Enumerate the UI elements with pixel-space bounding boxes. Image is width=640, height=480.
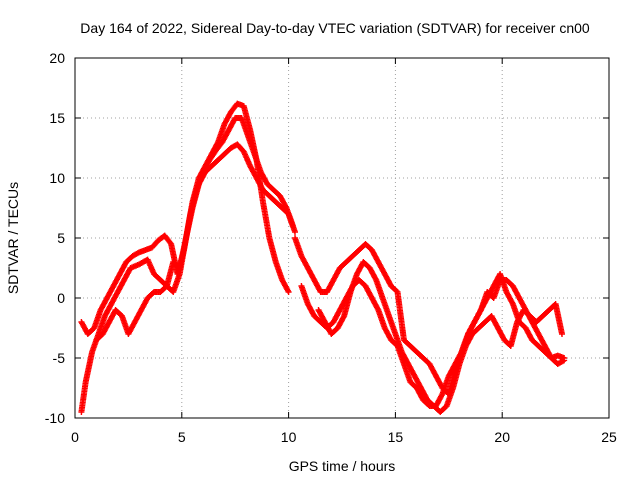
- x-tick-label: 15: [388, 429, 404, 445]
- y-tick-label: 10: [49, 170, 65, 186]
- y-axis-label: SDTVAR / TECUs: [5, 182, 21, 294]
- series-track-a: [78, 100, 292, 415]
- x-tick-label: 10: [281, 429, 297, 445]
- axis-ticks: [74, 57, 610, 419]
- x-tick-labels: 0 5 10 15 20 25: [71, 429, 617, 445]
- series-track-c: [93, 141, 299, 343]
- data-point: [561, 355, 568, 361]
- y-tick-label: 15: [49, 110, 65, 126]
- y-tick-label: 20: [49, 50, 65, 66]
- y-tick-label: -10: [45, 410, 65, 426]
- x-tick-label: 5: [178, 429, 186, 445]
- x-tick-label: 0: [71, 429, 79, 445]
- y-tick-label: 5: [57, 230, 65, 246]
- series-track-e: [298, 271, 568, 409]
- data-points: [78, 100, 568, 415]
- series-track-f: [315, 259, 566, 415]
- y-tick-label: -5: [53, 350, 66, 366]
- x-tick-label: 20: [494, 429, 510, 445]
- data-point: [559, 331, 566, 337]
- grid-lines: [75, 58, 609, 418]
- series-track-d: [292, 235, 568, 397]
- data-point: [292, 229, 299, 235]
- x-tick-label: 25: [601, 429, 617, 445]
- y-tick-label: 0: [57, 290, 65, 306]
- x-axis-label: GPS time / hours: [289, 458, 396, 474]
- data-point: [285, 289, 292, 295]
- y-tick-labels: -10 -5 0 5 10 15 20: [45, 50, 65, 426]
- chart-title: Day 164 of 2022, Sidereal Day-to-day VTE…: [80, 20, 590, 36]
